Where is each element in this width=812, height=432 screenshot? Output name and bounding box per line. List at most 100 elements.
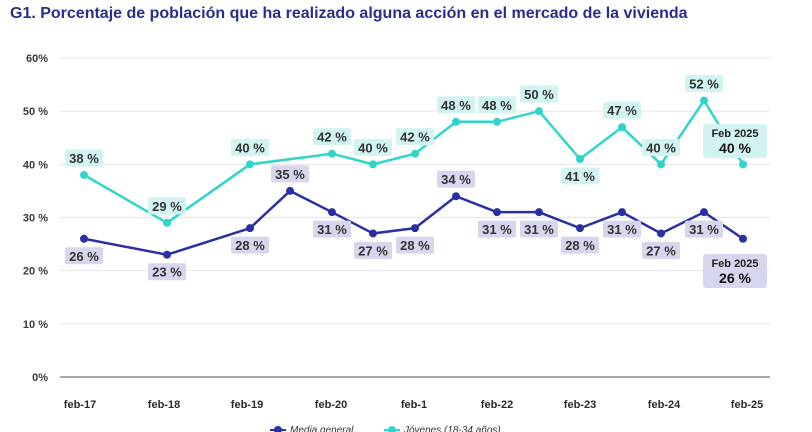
young-data-label: 40 % — [358, 140, 388, 155]
general-data-label: 31 % — [482, 222, 512, 237]
general-point — [618, 208, 626, 217]
general-point — [80, 234, 88, 243]
young-point — [411, 149, 419, 158]
general-label-bg — [396, 236, 434, 254]
x-tick-label: feb-1 — [401, 399, 427, 411]
chart-title: G1. Porcentaje de población que ha reali… — [10, 5, 688, 22]
young-label-bg — [642, 138, 680, 156]
y-tick-label: 0% — [32, 372, 48, 384]
young-data-label: 41 % — [565, 169, 595, 184]
general-label-bg — [685, 220, 723, 238]
x-tick-label: feb-25 — [731, 399, 763, 411]
general-data-label: 31 % — [524, 222, 554, 237]
young-label-bg — [561, 167, 599, 185]
young-data-label: 42 % — [317, 130, 347, 145]
legend-swatch-marker — [274, 426, 282, 432]
x-tick-label: feb-24 — [648, 399, 681, 411]
young-data-label: 40 % — [235, 140, 265, 155]
x-tick-label: feb-17 — [64, 399, 96, 411]
y-tick-label: 50 % — [23, 106, 48, 118]
young-point — [369, 160, 377, 169]
general-data-label: 34 % — [441, 172, 471, 187]
young-label-bg — [437, 96, 475, 114]
young-label-bg — [520, 85, 558, 103]
general-point — [657, 229, 665, 238]
callout-date: Feb 2025 — [711, 128, 758, 140]
y-tick-label: 60% — [26, 53, 48, 65]
young-line — [83, 99, 745, 225]
young-data-label: 42 % — [400, 130, 430, 145]
callout-value: 26 % — [719, 270, 751, 286]
young-label-bg — [685, 75, 723, 93]
young-point — [700, 96, 708, 105]
x-tick-label: feb-19 — [231, 399, 263, 411]
young-label-bg — [231, 138, 269, 156]
callout-date: Feb 2025 — [711, 258, 758, 270]
general-point — [739, 234, 747, 243]
general-label-bg — [437, 170, 475, 188]
young-label-bg — [148, 197, 186, 215]
young-point — [618, 123, 626, 132]
y-tick-label: 20 % — [23, 266, 48, 278]
x-tick-label: feb-23 — [564, 399, 596, 411]
young-data-label: 50 % — [524, 87, 554, 102]
young-data-label: 38 % — [69, 151, 99, 166]
general-label-bg — [313, 220, 351, 238]
general-point — [493, 208, 501, 217]
general-label-bg — [520, 220, 558, 238]
x-tick-label: feb-18 — [148, 399, 180, 411]
young-data-label: 29 % — [152, 199, 182, 214]
y-tick-label: 40 % — [23, 159, 48, 171]
general-point — [328, 208, 336, 217]
general-point — [576, 224, 584, 233]
young-point — [657, 160, 665, 169]
general-data-label: 28 % — [400, 238, 430, 253]
general-point — [535, 208, 543, 217]
young-label-bg — [603, 101, 641, 119]
feb-2025-callout — [703, 254, 767, 288]
general-point — [246, 224, 254, 233]
y-tick-label: 30 % — [23, 213, 48, 225]
young-point — [576, 155, 584, 164]
young-data-label: 48 % — [482, 98, 512, 113]
general-data-label: 31 % — [317, 222, 347, 237]
legend-entry: Jóvenes (18-34 años) — [403, 425, 501, 432]
general-data-label: 27 % — [646, 243, 676, 258]
young-point — [535, 107, 543, 116]
y-tick-label: 10 % — [23, 319, 48, 331]
young-data-label: 40 % — [646, 140, 676, 155]
young-label-bg — [313, 128, 351, 146]
general-label-bg — [642, 241, 680, 259]
young-data-label: 47 % — [607, 103, 637, 118]
young-label-bg — [354, 138, 392, 156]
young-label-bg — [396, 128, 434, 146]
young-data-label: 48 % — [441, 98, 471, 113]
young-label-bg — [478, 96, 516, 114]
general-point — [286, 186, 294, 195]
feb-2025-callout — [703, 124, 767, 158]
x-tick-label: feb-22 — [481, 399, 513, 411]
general-label-bg — [478, 220, 516, 238]
general-label-bg — [561, 236, 599, 254]
young-data-label: 52 % — [689, 77, 719, 92]
general-label-bg — [65, 247, 103, 265]
general-label-bg — [148, 263, 186, 281]
general-data-label: 31 % — [689, 222, 719, 237]
young-point — [739, 160, 747, 169]
legend-swatch-marker — [388, 426, 396, 432]
young-point — [80, 170, 88, 179]
young-point — [246, 160, 254, 169]
young-label-bg — [65, 149, 103, 167]
general-data-label: 27 % — [358, 243, 388, 258]
general-data-label: 31 % — [607, 222, 637, 237]
young-point — [328, 149, 336, 158]
general-label-bg — [271, 165, 309, 183]
young-point — [163, 218, 171, 227]
general-label-bg — [354, 241, 392, 259]
young-point — [452, 117, 460, 126]
general-data-label: 26 % — [69, 249, 99, 264]
general-data-label: 23 % — [152, 265, 182, 280]
general-point — [700, 208, 708, 217]
general-data-label: 35 % — [275, 167, 305, 182]
